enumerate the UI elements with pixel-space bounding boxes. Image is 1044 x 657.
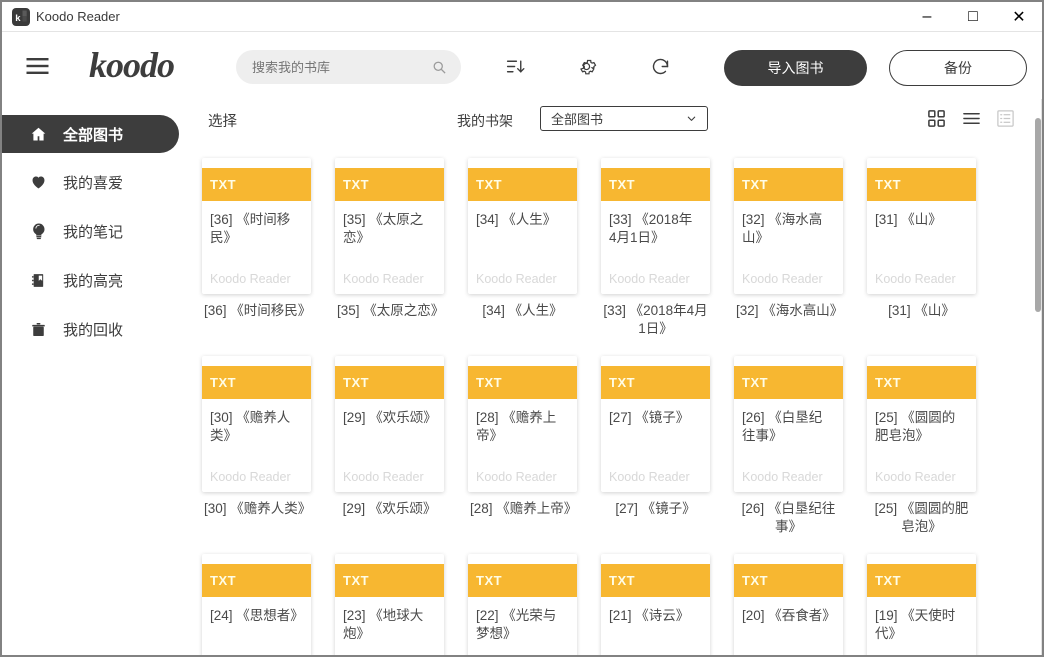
- svg-text:k: k: [15, 13, 21, 24]
